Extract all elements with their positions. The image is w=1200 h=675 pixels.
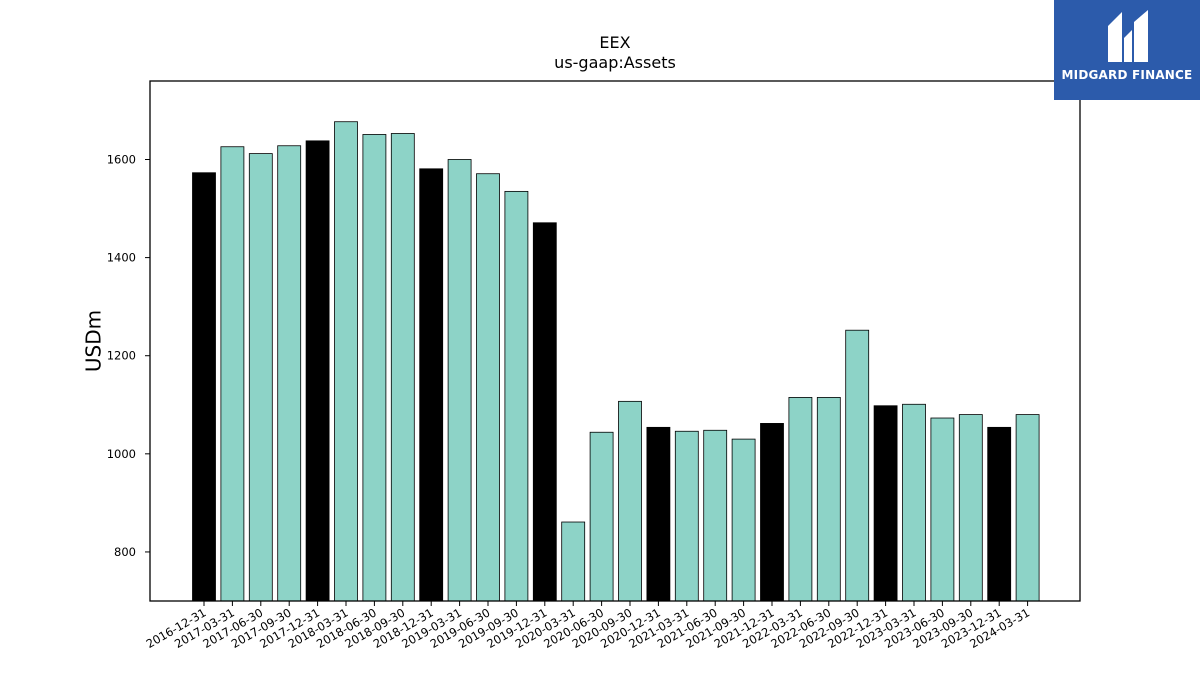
plot-area-frame	[149, 80, 1081, 602]
bar-2023-06-30	[930, 417, 955, 602]
bar-2017-03-31	[220, 146, 245, 602]
bar-2020-09-30	[618, 400, 642, 602]
bar-2019-09-30	[504, 190, 529, 602]
bar-2018-09-30	[390, 133, 415, 602]
brand-name: MIDGARD FINANCE	[1061, 68, 1193, 82]
bars-layer	[192, 121, 1040, 602]
bar-2019-03-31	[447, 159, 472, 602]
bar-2019-12-31	[532, 222, 557, 602]
bar-2022-12-31	[873, 405, 898, 602]
bar-2023-03-31	[902, 403, 926, 602]
y-tick-label: 1200	[107, 349, 136, 363]
y-axis: 800 1000 1200 1400 1600	[107, 152, 150, 559]
bar-2021-03-31	[674, 430, 699, 602]
brand-logo: MIDGARD FINANCE	[1054, 0, 1200, 100]
bar-2021-06-30	[703, 429, 728, 602]
bar-2020-12-31	[646, 426, 671, 602]
bar-2022-09-30	[845, 329, 870, 602]
bar-2020-03-31	[561, 521, 586, 602]
x-axis: 2016-12-312017-03-312017-06-302017-09-30…	[144, 601, 1032, 651]
bar-2017-12-31	[305, 140, 330, 602]
bar-2022-06-30	[816, 397, 841, 602]
bar-2017-09-30	[277, 145, 302, 602]
bar-2019-06-30	[476, 173, 500, 602]
bar-2024-03-31	[1015, 414, 1040, 602]
bar-2017-06-30	[248, 153, 273, 602]
y-tick-label: 1600	[107, 152, 136, 166]
bar-2023-09-30	[958, 414, 983, 602]
bar-2016-12-31	[192, 172, 216, 602]
chart-subtitle: us-gaap:Assets	[554, 53, 676, 72]
bar-2020-06-30	[589, 431, 614, 602]
y-tick-label: 1000	[107, 447, 136, 461]
bar-2022-03-31	[788, 397, 813, 602]
bar-2018-03-31	[334, 121, 358, 602]
bar-2021-09-30	[731, 438, 756, 602]
y-axis-label: USDm	[82, 310, 106, 372]
chart-title: EEX	[599, 33, 631, 52]
bar-2023-12-31	[987, 426, 1012, 602]
bar-2018-06-30	[362, 134, 387, 602]
y-tick-label: 1400	[107, 251, 136, 265]
bar-2018-12-31	[419, 168, 444, 602]
y-tick-label: 800	[114, 545, 136, 559]
midgard-logo-icon	[1108, 10, 1148, 62]
bar-2021-12-31	[760, 423, 784, 602]
